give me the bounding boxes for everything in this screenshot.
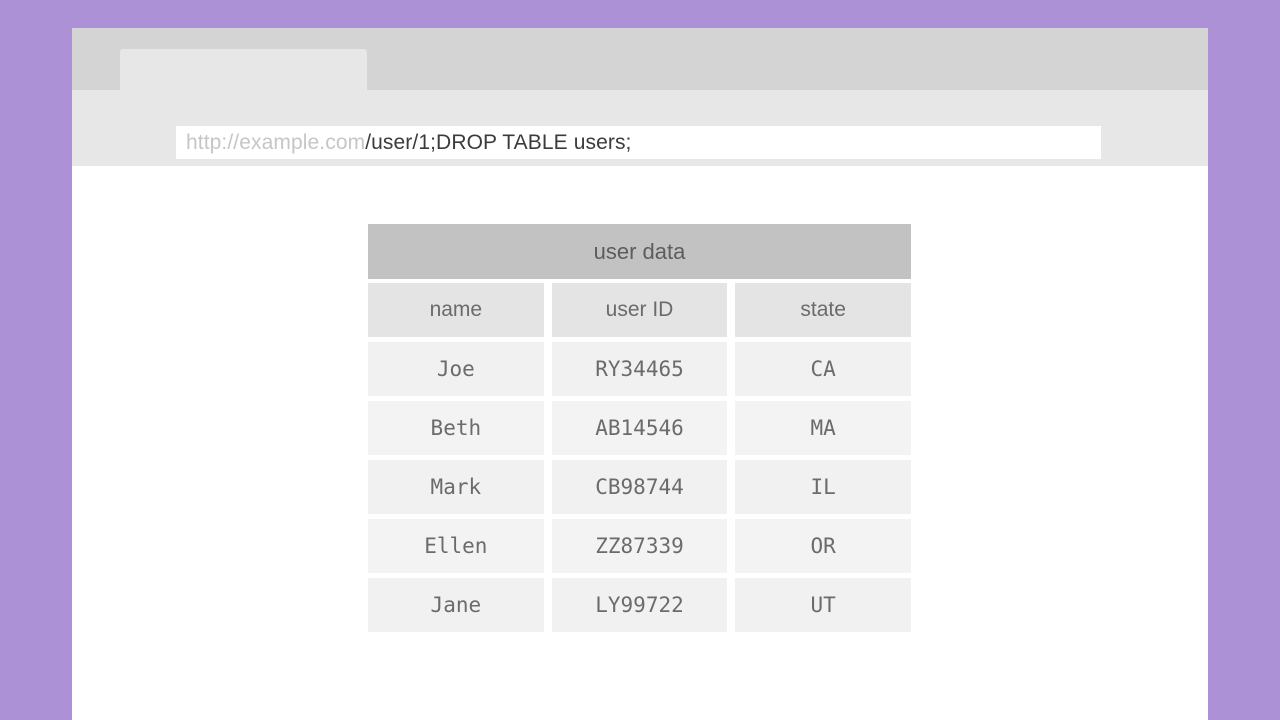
browser-title-bar <box>72 28 1208 90</box>
cell-name: Ellen <box>368 519 544 573</box>
table-row: Mark CB98744 IL <box>368 460 912 514</box>
column-header-user-id[interactable]: user ID <box>551 283 728 337</box>
url-input[interactable]: http://example.com/user/1;DROP TABLE use… <box>176 126 1101 159</box>
cell-state: OR <box>735 519 912 573</box>
cell-user-id: LY99722 <box>551 578 728 632</box>
cell-name: Joe <box>368 342 544 396</box>
browser-tab[interactable] <box>120 49 367 90</box>
table-row: Ellen ZZ87339 OR <box>368 519 912 573</box>
url-path-text: /user/1;DROP TABLE users; <box>365 130 632 154</box>
url-prefix-text: http://example.com <box>186 130 366 154</box>
cell-user-id: CB98744 <box>551 460 728 514</box>
cell-user-id: ZZ87339 <box>551 519 728 573</box>
table-header-row: name user ID state <box>368 283 912 337</box>
table-row: Beth AB14546 MA <box>368 401 912 455</box>
page-viewport: user data name user ID state Joe RY34465… <box>72 166 1208 720</box>
table-row: Joe RY34465 CA <box>368 342 912 396</box>
cell-state: IL <box>735 460 912 514</box>
cell-name: Mark <box>368 460 544 514</box>
cell-state: MA <box>735 401 912 455</box>
cell-state: CA <box>735 342 912 396</box>
cell-name: Jane <box>368 578 544 632</box>
column-header-name[interactable]: name <box>368 283 544 337</box>
browser-window: http://example.com/user/1;DROP TABLE use… <box>72 28 1208 720</box>
cell-name: Beth <box>368 401 544 455</box>
table-title: user data <box>368 224 911 279</box>
cell-user-id: AB14546 <box>551 401 728 455</box>
column-header-state[interactable]: state <box>735 283 912 337</box>
table-row: Jane LY99722 UT <box>368 578 912 632</box>
cell-state: UT <box>735 578 912 632</box>
user-data-table: user data name user ID state Joe RY34465… <box>368 224 912 637</box>
cell-user-id: RY34465 <box>551 342 728 396</box>
browser-toolbar: http://example.com/user/1;DROP TABLE use… <box>72 90 1208 166</box>
